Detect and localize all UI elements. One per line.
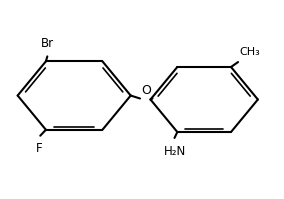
Text: O: O bbox=[141, 84, 151, 97]
Text: F: F bbox=[36, 142, 42, 155]
Text: Br: Br bbox=[41, 37, 54, 51]
Text: H₂N: H₂N bbox=[163, 145, 186, 158]
Text: CH₃: CH₃ bbox=[239, 47, 260, 57]
